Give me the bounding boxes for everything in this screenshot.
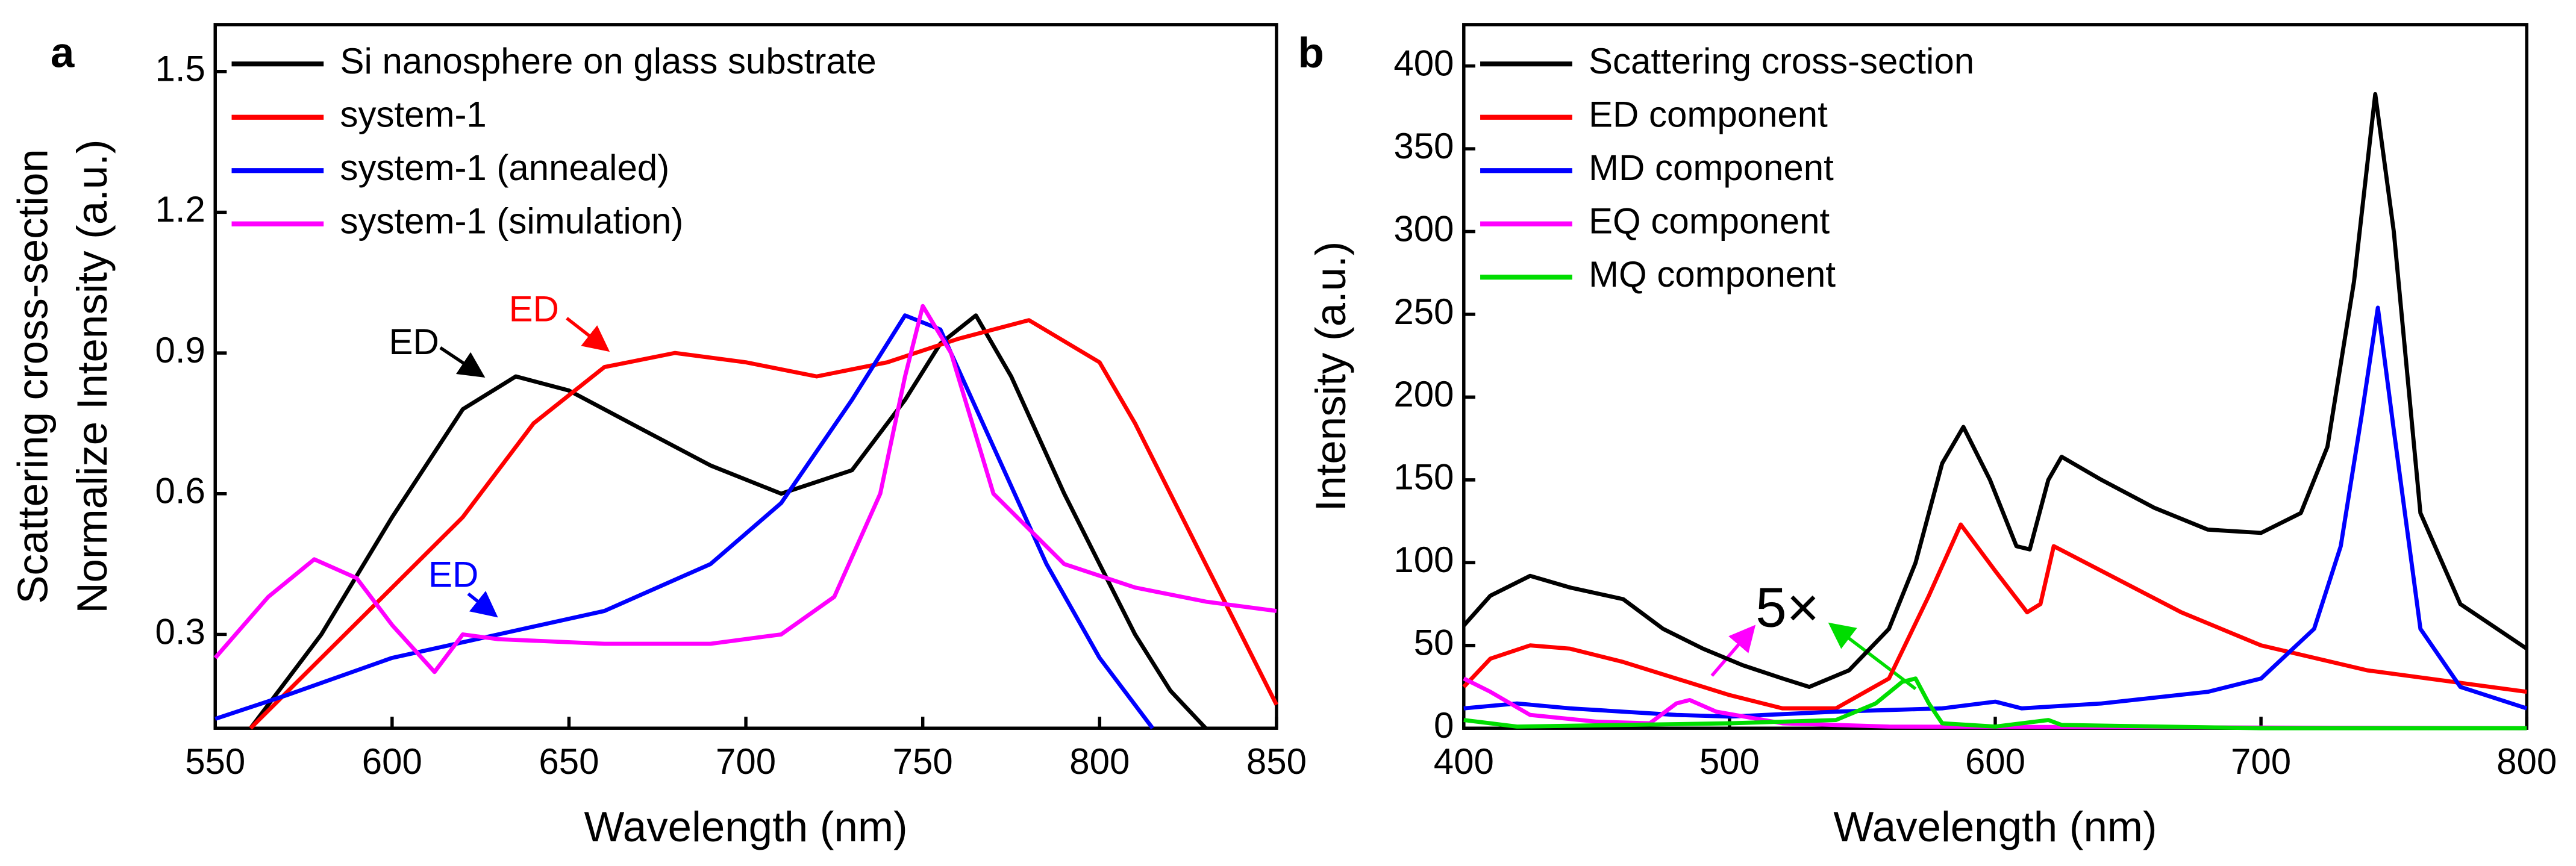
arrow: [1710, 625, 1756, 677]
data-line: [249, 318, 1278, 730]
legend-label: system-1 (simulation): [340, 201, 683, 241]
data-line: [1463, 676, 2527, 730]
y-axis-title: Normalize Intensity (a.u.): [69, 140, 116, 614]
x-tick-label: 550: [185, 741, 245, 782]
x-tick-label: 600: [362, 741, 422, 782]
x-tick-label: 600: [1965, 741, 2025, 782]
y-tick-label: 0: [1434, 705, 1454, 746]
y-axis-title: Intensity (a.u.): [1307, 241, 1355, 512]
data-line: [1462, 92, 2528, 689]
y-tick-label: 0.9: [155, 330, 205, 370]
x-tick-label: 400: [1434, 741, 1494, 782]
y-tick-label: 400: [1393, 43, 1454, 83]
legend-label: system-1 (annealed): [340, 148, 669, 188]
y-tick-label: 1.2: [155, 189, 205, 229]
x-tick-label: 750: [893, 741, 953, 782]
x-tick-label: 800: [2496, 741, 2557, 782]
legend-label: EQ component: [1589, 201, 1830, 241]
legend-label: MQ component: [1589, 254, 1836, 294]
legend-label: Scattering cross-section: [1589, 41, 1974, 81]
x-tick-label: 500: [1699, 741, 1760, 782]
legend-label: MD component: [1589, 148, 1834, 188]
annotation: 5×: [1755, 576, 1819, 638]
x-axis-title: Wavelength (nm): [1833, 803, 2157, 851]
y-tick-label: 200: [1393, 374, 1454, 414]
arrow: [566, 317, 610, 352]
y-tick-label: 0.3: [155, 611, 205, 652]
x-axis-title: Wavelength (nm): [584, 803, 908, 851]
y-axis-title: Scattering cross-section: [10, 149, 57, 603]
data-line: [249, 313, 1207, 730]
data-line: [1463, 305, 2528, 719]
data-line: [214, 313, 1155, 730]
arrow: [439, 346, 486, 378]
data-line: [213, 304, 1277, 674]
x-tick-label: 850: [1246, 741, 1307, 782]
data-line: [1462, 522, 2527, 711]
arrow: [1828, 622, 1917, 691]
legend-label: Si nanosphere on glass substrate: [340, 41, 876, 81]
y-tick-label: 100: [1393, 540, 1454, 580]
y-tick-label: 250: [1393, 291, 1454, 332]
y-tick-label: 150: [1393, 457, 1454, 497]
legend-label: system-1: [340, 95, 486, 135]
y-tick-label: 50: [1414, 623, 1454, 663]
annotation: ED: [428, 555, 478, 595]
arrow: [467, 591, 498, 618]
legend-label: ED component: [1589, 95, 1828, 135]
panel-label: b: [1298, 29, 1324, 76]
x-tick-label: 700: [716, 741, 776, 782]
annotation: ED: [509, 288, 559, 329]
panel-label: a: [51, 29, 75, 76]
x-tick-label: 800: [1069, 741, 1130, 782]
y-tick-label: 0.6: [155, 471, 205, 511]
data-line: [1463, 676, 2527, 730]
x-tick-label: 700: [2231, 741, 2291, 782]
annotation: ED: [389, 322, 439, 362]
y-tick-label: 300: [1393, 208, 1454, 249]
x-tick-label: 650: [539, 741, 599, 782]
y-tick-label: 1.5: [155, 49, 205, 89]
y-tick-label: 350: [1393, 126, 1454, 166]
